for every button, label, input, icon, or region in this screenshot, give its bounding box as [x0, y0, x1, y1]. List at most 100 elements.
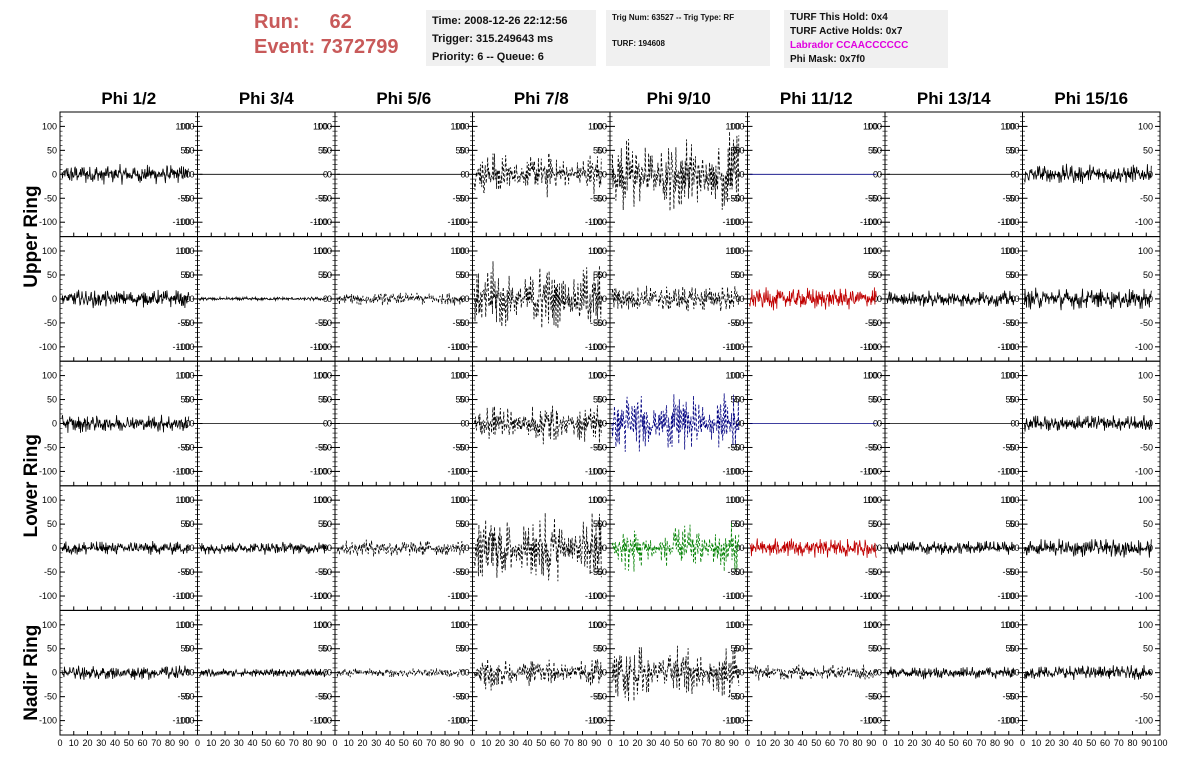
y-tick-label: -50 [177, 567, 190, 577]
y-tick-label: 0 [1014, 419, 1019, 429]
y-tick-label: -100 [726, 466, 744, 476]
y-tick-label: 50 [868, 395, 878, 405]
y-tick-label: -50 [727, 567, 740, 577]
y-tick-label: 100 [1000, 495, 1015, 505]
turf-this-hold-text: TURF This Hold: 0x4 [790, 12, 888, 23]
x-tick-label: 70 [976, 738, 986, 748]
column-title: Phi 11/12 [780, 89, 853, 108]
x-tick-label: 0 [745, 738, 750, 748]
y-tick-label: -50 [727, 193, 740, 203]
y-tick-label: 50 [734, 395, 744, 405]
y-tick-label: -100 [589, 217, 607, 227]
y-tick-label: -50 [452, 692, 465, 702]
x-tick-label: 0 [57, 738, 62, 748]
y-tick-label: -50 [590, 567, 603, 577]
x-tick-label: 90 [316, 738, 326, 748]
y-tick-label: 50 [322, 145, 332, 155]
x-tick-label: 90 [179, 738, 189, 748]
y-tick-label: 0 [598, 294, 603, 304]
x-tick-label: 10 [344, 738, 354, 748]
y-tick-label: -50 [1140, 193, 1153, 203]
y-tick-label: -50 [181, 193, 194, 203]
x-tick-label: 50 [1086, 738, 1096, 748]
y-tick-label: -50 [731, 318, 744, 328]
y-tick-label: -100 [860, 591, 878, 601]
y-tick-label: 100 [588, 246, 603, 256]
y-tick-label: -50 [1006, 442, 1019, 452]
y-tick-label: 50 [734, 270, 744, 280]
x-tick-label: 30 [96, 738, 106, 748]
y-tick-label: -100 [447, 466, 465, 476]
y-tick-label: 0 [327, 543, 332, 553]
y-tick-label: -100 [310, 217, 328, 227]
y-tick-label: -100 [860, 716, 878, 726]
waveform-trace [611, 131, 740, 212]
y-tick-label: 100 [317, 495, 332, 505]
column-title: Phi 1/2 [101, 89, 156, 108]
y-tick-label: -50 [177, 318, 190, 328]
y-tick-label: 0 [52, 668, 57, 678]
y-tick-label: -50 [452, 567, 465, 577]
y-tick-label: 50 [1143, 644, 1153, 654]
y-tick-label: 100 [588, 121, 603, 131]
column-title: Phi 5/6 [376, 89, 431, 108]
x-tick-label: 40 [935, 738, 945, 748]
y-tick-label: -50 [869, 567, 882, 577]
x-tick-label: 10 [619, 738, 629, 748]
y-tick-label: -50 [1006, 318, 1019, 328]
y-tick-label: -100 [585, 591, 603, 601]
y-tick-label: 100 [313, 246, 328, 256]
y-tick-label: 50 [1143, 519, 1153, 529]
column-title: Phi 13/14 [917, 89, 991, 108]
y-tick-label: 50 [47, 270, 57, 280]
y-tick-label: 50 [1009, 270, 1019, 280]
y-tick-label: -100 [39, 217, 57, 227]
turf-info-box: TURF This Hold: 0x4 TURF Active Holds: 0… [784, 10, 948, 68]
y-tick-label: -50 [456, 193, 469, 203]
y-tick-label: 100 [175, 495, 190, 505]
y-tick-label: -50 [1140, 442, 1153, 452]
y-tick-label: -50 [1002, 442, 1015, 452]
y-tick-label: -100 [1001, 716, 1019, 726]
y-tick-label: -100 [722, 591, 740, 601]
y-tick-label: -50 [315, 193, 328, 203]
y-tick-label: 0 [189, 419, 194, 429]
y-tick-label: 100 [313, 620, 328, 630]
y-tick-label: 0 [739, 543, 744, 553]
labrador-text: Labrador CCAACCCCCC [790, 40, 909, 51]
waveform-trace [611, 522, 740, 572]
y-tick-label: -100 [447, 342, 465, 352]
y-tick-label: -50 [590, 442, 603, 452]
waveform-trace [474, 261, 602, 329]
y-tick-label: 0 [189, 668, 194, 678]
y-tick-label: -50 [865, 318, 878, 328]
y-tick-label: 50 [1009, 145, 1019, 155]
row-title: Lower Ring [21, 434, 42, 537]
y-tick-label: 50 [180, 395, 190, 405]
y-tick-label: -100 [997, 466, 1015, 476]
y-tick-label: -50 [727, 442, 740, 452]
y-tick-label: 100 [179, 495, 194, 505]
y-tick-label: -100 [997, 591, 1015, 601]
y-tick-label: -100 [172, 217, 190, 227]
y-tick-label: -100 [39, 591, 57, 601]
x-tick-label: 10 [481, 738, 491, 748]
y-tick-label: -100 [1001, 342, 1019, 352]
x-tick-label: 90 [591, 738, 601, 748]
y-tick-label: 50 [597, 519, 607, 529]
y-tick-label: 100 [42, 620, 57, 630]
y-tick-label: 0 [1014, 543, 1019, 553]
y-tick-label: 100 [725, 620, 740, 630]
y-tick-label: 0 [598, 169, 603, 179]
y-tick-label: 0 [185, 543, 190, 553]
x-tick-label: 60 [687, 738, 697, 748]
y-tick-label: -100 [451, 342, 469, 352]
y-tick-label: 100 [454, 495, 469, 505]
y-tick-label: -50 [44, 442, 57, 452]
y-tick-label: 100 [317, 246, 332, 256]
y-tick-label: 100 [450, 246, 465, 256]
y-tick-label: -50 [1006, 193, 1019, 203]
turf-active-holds-text: TURF Active Holds: 0x7 [790, 26, 903, 37]
waveform-trace [1024, 287, 1152, 311]
